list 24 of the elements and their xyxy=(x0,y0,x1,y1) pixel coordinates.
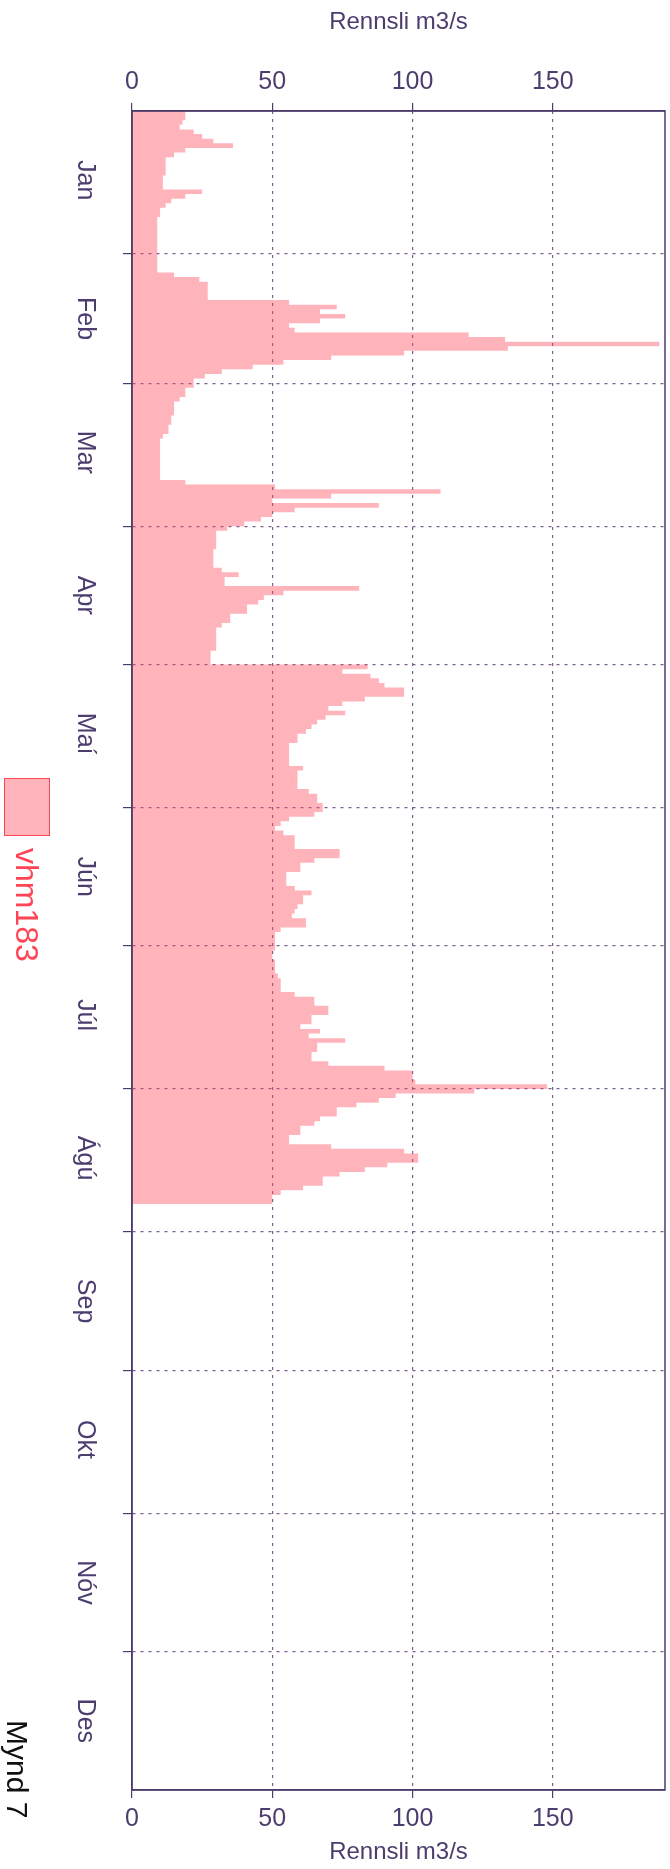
x-axis-title: Rennsli m3/s xyxy=(329,1837,468,1865)
y-tick-label: Nóv xyxy=(72,1560,101,1606)
y-tick-label: Ágú xyxy=(72,1135,101,1181)
legend-label: vhm183 xyxy=(9,848,45,962)
x-tick-label: 100 xyxy=(391,1802,434,1831)
x-tick-label: 50 xyxy=(258,1802,287,1831)
y-tick-label: Okt xyxy=(72,1419,101,1459)
x-tick-label: 0 xyxy=(125,1802,139,1831)
y-tick-label: Jún xyxy=(72,856,101,897)
x2-axis-title: Rennsli m3/s xyxy=(329,7,468,35)
text: Mynd 7 xyxy=(1,1720,34,1819)
y-tick-label: Mar xyxy=(72,430,101,474)
x2-tick-label: 0 xyxy=(125,65,139,94)
y-tick-label: Feb xyxy=(72,297,101,341)
y-tick-label: Jan xyxy=(72,160,101,201)
x-tick-label: 150 xyxy=(531,1802,574,1831)
y-tick-label: Júl xyxy=(72,999,101,1032)
y-tick-label: Maí xyxy=(72,712,101,755)
y-tick-label: Apr xyxy=(72,575,101,615)
x2-tick-label: 100 xyxy=(391,65,434,94)
x2-tick-label: 150 xyxy=(531,65,574,94)
x2-tick-label: 50 xyxy=(258,65,287,94)
y-tick-label: Des xyxy=(72,1698,101,1744)
y-tick-label: Sep xyxy=(72,1278,101,1324)
